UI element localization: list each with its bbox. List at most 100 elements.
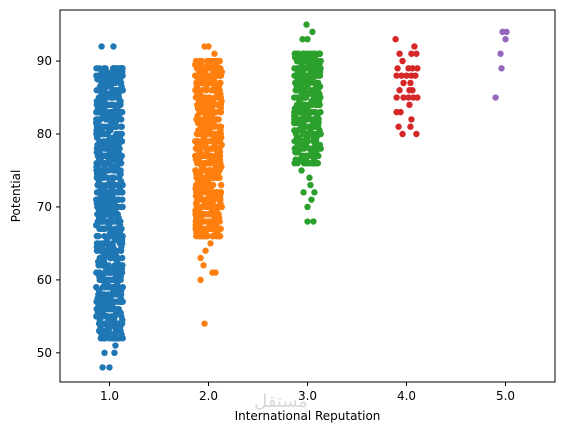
data-point-2.0 [199, 163, 207, 171]
data-point-2.0 [212, 163, 220, 171]
data-point-2.0 [213, 108, 220, 116]
data-point-1.0 [112, 324, 119, 331]
data-point-4.0 [408, 50, 415, 57]
data-point-4.0 [393, 72, 400, 79]
data-point-2.0 [202, 229, 209, 236]
data-point-1.0 [116, 185, 123, 192]
data-point-1.0 [98, 243, 106, 251]
data-point-2.0 [204, 61, 212, 68]
data-point-1.0 [103, 236, 111, 243]
data-point-1.0 [103, 207, 110, 214]
data-point-2.0 [210, 76, 217, 83]
data-point-1.0 [115, 112, 123, 119]
data-point-1.0 [116, 265, 123, 273]
data-point-2.0 [209, 207, 216, 214]
data-point-2.0 [208, 105, 216, 112]
x-tick-label: 4.0 [397, 389, 416, 403]
y-tick-label: 50 [37, 346, 52, 360]
data-point-1.0 [94, 170, 101, 178]
data-point-1.0 [107, 101, 115, 109]
data-point-2.0 [192, 214, 200, 222]
watermark-text: مستقل [254, 391, 308, 412]
data-point-2.0 [213, 83, 221, 90]
data-point-1.0 [118, 203, 126, 211]
data-point-1.0 [94, 309, 102, 316]
data-point-2.0 [210, 119, 217, 127]
data-point-3.0 [298, 90, 306, 98]
data-point-1.0 [113, 280, 121, 287]
x-tick-label: 1.0 [100, 389, 119, 403]
data-point-2.0 [209, 97, 217, 105]
data-point-1.0 [108, 68, 116, 76]
data-point-2.0 [214, 149, 222, 156]
data-point-3.0 [299, 127, 307, 134]
data-point-2.0 [203, 149, 210, 156]
data-point-1.0 [96, 316, 103, 324]
data-point-1.0 [100, 251, 107, 258]
data-point-1.0 [108, 163, 115, 171]
data-point-3.0 [291, 112, 299, 119]
data-point-2.0 [196, 68, 203, 76]
data-point-1.0 [99, 192, 107, 200]
data-point-1.0 [99, 200, 107, 207]
data-point-1.0 [100, 105, 108, 112]
data-point-3.0 [299, 68, 306, 76]
data-point-2.0 [212, 229, 220, 236]
data-point-2.0 [201, 68, 209, 76]
data-point-1.0 [106, 149, 113, 156]
data-point-3.0 [307, 127, 314, 134]
data-point-3.0 [303, 21, 310, 28]
data-point-5.0 [503, 28, 510, 36]
data-point-2.0 [202, 247, 209, 254]
y-axis-label: Potential [9, 170, 23, 223]
data-point-2.0 [212, 221, 220, 229]
data-point-2.0 [217, 105, 225, 112]
data-point-5.0 [502, 35, 509, 43]
data-point-3.0 [312, 149, 320, 156]
points-layer [92, 21, 510, 371]
data-point-2.0 [200, 262, 207, 269]
data-point-2.0 [200, 134, 208, 141]
data-point-2.0 [193, 170, 200, 178]
data-point-3.0 [294, 127, 301, 134]
data-point-1.0 [108, 156, 116, 163]
data-point-1.0 [117, 294, 125, 302]
data-point-1.0 [112, 273, 120, 280]
data-point-1.0 [95, 156, 103, 163]
data-point-3.0 [298, 167, 305, 174]
data-point-3.0 [302, 156, 310, 163]
data-point-4.0 [412, 72, 419, 79]
data-point-3.0 [316, 61, 323, 68]
data-point-1.0 [119, 68, 126, 76]
data-point-5.0 [492, 94, 499, 101]
data-point-3.0 [312, 141, 319, 149]
data-point-3.0 [316, 141, 324, 149]
data-point-1.0 [94, 76, 101, 83]
data-point-2.0 [218, 134, 225, 141]
data-point-1.0 [112, 342, 119, 349]
data-point-2.0 [212, 61, 220, 68]
data-point-1.0 [115, 214, 122, 222]
data-point-3.0 [304, 35, 311, 43]
data-point-1.0 [117, 287, 125, 295]
data-point-1.0 [103, 90, 111, 98]
data-point-2.0 [210, 68, 217, 76]
x-tick-label: 5.0 [496, 389, 515, 403]
data-point-2.0 [217, 90, 224, 98]
data-point-1.0 [110, 90, 117, 98]
data-point-2.0 [217, 200, 224, 207]
data-point-1.0 [93, 200, 101, 207]
data-point-4.0 [400, 94, 407, 101]
data-point-2.0 [198, 61, 205, 68]
data-point-4.0 [411, 43, 418, 50]
data-point-1.0 [116, 156, 124, 163]
data-point-5.0 [497, 50, 504, 57]
data-point-1.0 [116, 134, 124, 141]
data-point-1.0 [112, 141, 119, 149]
data-point-4.0 [393, 94, 400, 101]
data-point-2.0 [206, 221, 213, 229]
data-point-2.0 [196, 127, 203, 134]
y-tick-label: 80 [37, 127, 52, 141]
data-point-1.0 [116, 97, 124, 105]
data-point-1.0 [116, 324, 124, 331]
